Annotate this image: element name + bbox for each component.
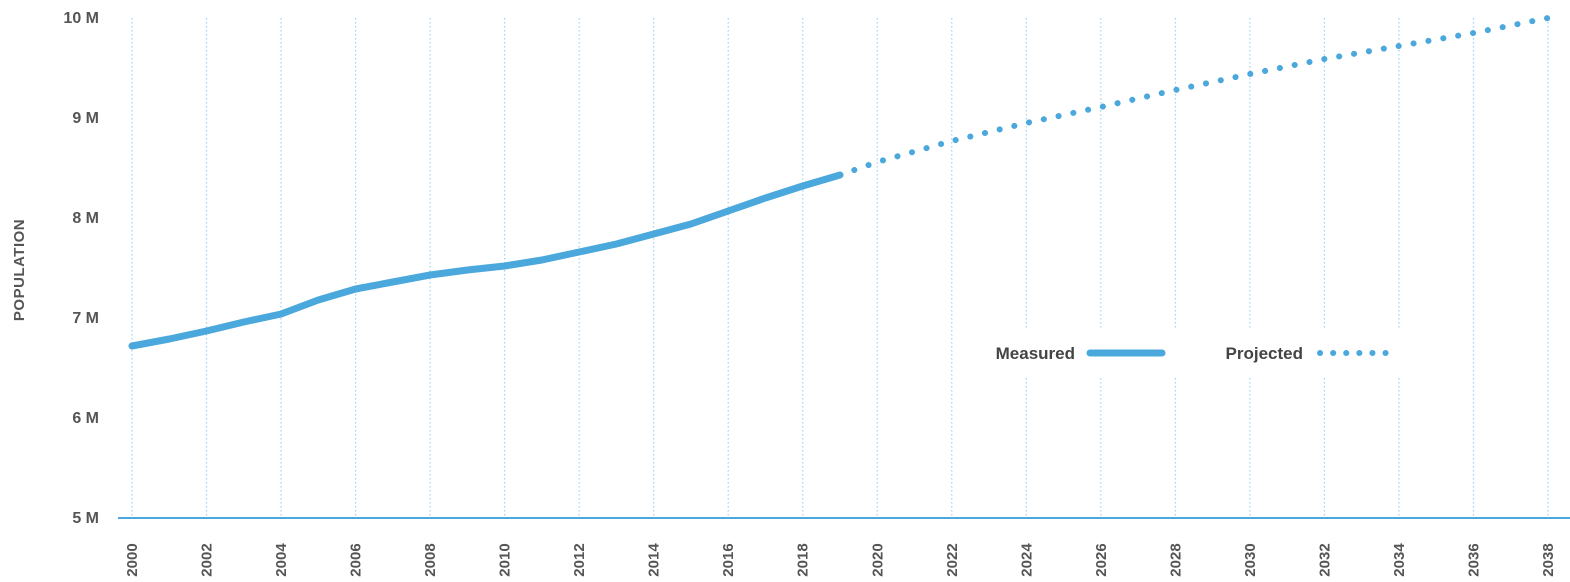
x-tick-label: 2028 — [1167, 543, 1184, 576]
x-tick-label: 2038 — [1540, 543, 1557, 576]
y-tick-label: 5 M — [72, 510, 99, 527]
legend-label-measured: Measured — [996, 344, 1075, 363]
x-tick-label: 2012 — [571, 543, 588, 576]
legend-label-projected: Projected — [1226, 344, 1303, 363]
x-tick-label: 2032 — [1316, 543, 1333, 576]
series-lines — [128, 15, 1551, 350]
x-tick-label: 2026 — [1093, 543, 1110, 576]
x-tick-label: 2014 — [646, 543, 663, 577]
grid-lines — [131, 18, 1549, 518]
x-tick-label: 2020 — [869, 543, 886, 576]
x-tick-label: 2036 — [1465, 543, 1482, 576]
x-tick-label: 2022 — [944, 543, 961, 576]
y-tick-label: 7 M — [72, 310, 99, 327]
x-axis-ticks: 2000 2002 2004 2006 2008 2010 2012 2014 2016 2018… — [124, 543, 1557, 577]
x-tick-label: 2000 — [124, 543, 141, 576]
y-tick-label: 6 M — [72, 410, 99, 427]
x-tick-label: 2018 — [795, 543, 812, 576]
y-tick-label: 9 M — [72, 110, 99, 127]
x-tick-label: 2034 — [1391, 543, 1408, 577]
x-tick-label: 2024 — [1018, 543, 1035, 577]
x-tick-label: 2010 — [497, 543, 514, 576]
x-tick-label: 2016 — [720, 543, 737, 576]
x-tick-label: 2030 — [1242, 543, 1259, 576]
x-tick-label: 2002 — [199, 543, 216, 576]
x-tick-label: 2008 — [422, 543, 439, 576]
legend: Measured Projected — [960, 330, 1410, 378]
series-line-projected — [837, 15, 1551, 178]
y-axis-ticks: 5 M 6 M 7 M 8 M 9 M 10 M — [63, 10, 99, 527]
series-line-measured — [128, 171, 844, 350]
y-tick-label: 10 M — [63, 10, 99, 27]
y-tick-label: 8 M — [72, 210, 99, 227]
x-tick-label: 2004 — [273, 543, 290, 577]
x-tick-label: 2006 — [348, 543, 365, 576]
y-axis-title: POPULATION — [11, 219, 28, 321]
